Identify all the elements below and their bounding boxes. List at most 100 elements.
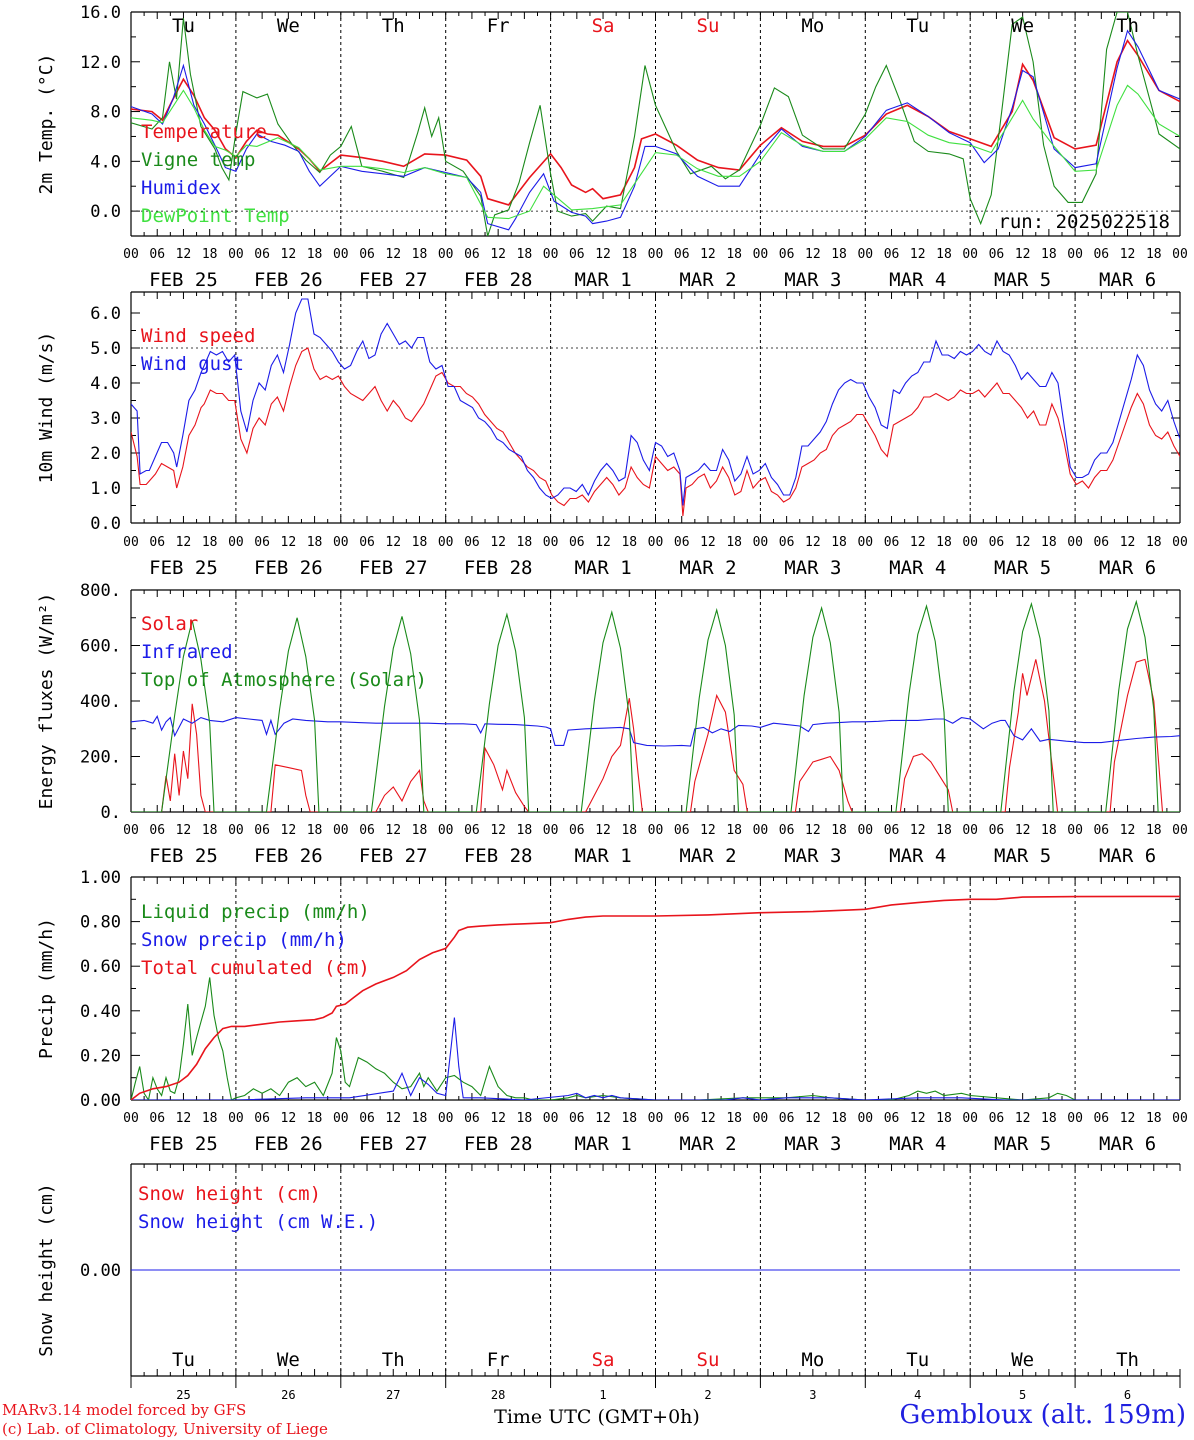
x-hour-label: 12 [281,1111,297,1126]
y-tick-label: 0.0 [90,514,121,534]
x-hour-label: 00 [1067,247,1083,262]
x-hour-label: 18 [412,1111,428,1126]
x-hour-label: 06 [779,535,795,550]
x-hour-label: 00 [1172,823,1188,838]
y-tick-label: 0.20 [80,1046,121,1066]
series-line [131,895,1180,1100]
x-hour-label: 12 [595,247,611,262]
legend-entry: Humidex [141,177,221,199]
x-axis-title: Time UTC (GMT+0h) [494,1406,700,1428]
x-hour-label: 12 [700,1111,716,1126]
x-hour-label: 06 [464,1111,480,1126]
x-hour-label: 18 [517,535,533,550]
x-hour-label: 06 [989,247,1005,262]
x-date-label: FEB 25 [149,269,218,291]
x-date-label: FEB 25 [149,1133,218,1155]
x-hour-label: 18 [202,1111,218,1126]
x-hour-label: 12 [805,823,821,838]
x-date-label: FEB 27 [359,269,428,291]
x-date-label: MAR 6 [1099,845,1156,867]
series-line [131,347,1180,517]
legend-entry: Liquid precip (mm/h) [141,901,370,923]
x-hour-label: 00 [857,535,873,550]
x-hour-label: 00 [648,247,664,262]
x-hour-label: 18 [936,535,952,550]
x-hour-label: 12 [805,247,821,262]
day-number-label: 25 [176,1388,190,1400]
x-hour-label: 00 [857,247,873,262]
series-line [131,1017,1180,1100]
x-hour-label: 12 [595,823,611,838]
x-date-label: FEB 25 [149,845,218,867]
x-hour-label: 00 [1172,1111,1188,1126]
series-line [131,84,1180,220]
y-axis-label: Energy fluxes (W/m²) [36,593,57,810]
x-hour-label: 00 [1172,535,1188,550]
y-tick-label: 16.0 [80,3,121,23]
day-name-label: Su [697,1349,720,1371]
y-tick-label: 0.60 [80,957,121,977]
y-tick-label: 8.0 [90,103,121,123]
x-hour-label: 18 [307,535,323,550]
y-axis-label: Precip (mm/h) [36,918,57,1059]
x-date-label: MAR 2 [679,1133,736,1155]
x-hour-label: 18 [936,1111,952,1126]
day-number-label: 3 [809,1388,816,1400]
legend-entry: Wind gust [141,353,244,375]
x-hour-label: 06 [254,247,270,262]
panel-temperature: 16.0 12.0 8.0 4.0 0.0 2m Temp. (°C) Temperatur… [36,3,1188,291]
run-annotation: run: 2025022518 [998,211,1170,233]
x-date-label: FEB 28 [464,1133,533,1155]
x-hour-label: 00 [438,823,454,838]
x-hour-label: 12 [910,823,926,838]
x-hour-label: 12 [385,247,401,262]
y-tick-label: 0.00 [80,1261,121,1281]
y-tick-label: 12.0 [80,53,121,73]
x-hour-label: 18 [1041,823,1057,838]
series-line [131,12,1180,236]
x-hour-label: 18 [726,247,742,262]
day-name-label: We [277,15,300,37]
x-hour-label: 18 [412,535,428,550]
x-hour-label: 06 [254,823,270,838]
x-hour-label: 00 [962,823,978,838]
x-hour-label: 18 [726,1111,742,1126]
x-hour-label: 12 [385,823,401,838]
x-date-label: FEB 28 [464,557,533,579]
x-hour-label: 00 [543,247,559,262]
x-date-label: MAR 4 [889,1133,946,1155]
x-date-label: MAR 5 [994,845,1051,867]
x-hour-label: 06 [149,1111,165,1126]
x-date-label: FEB 28 [464,845,533,867]
x-hour-label: 06 [464,823,480,838]
x-hour-label: 18 [412,247,428,262]
model-credits: MARv3.14 model forced by GFS (c) Lab. of… [2,1401,328,1439]
day-name-label: Th [1116,15,1139,37]
x-hour-label: 06 [149,247,165,262]
y-tick-label: 2.0 [90,444,121,464]
x-hour-label: 00 [228,823,244,838]
x-hour-label: 12 [490,1111,506,1126]
x-hour-label: 12 [910,535,926,550]
x-hour-label: 00 [438,535,454,550]
x-date-label: FEB 26 [254,845,323,867]
x-hour-label: 06 [569,247,585,262]
lab-credit-line: (c) Lab. of Climatology, University of L… [2,1420,328,1438]
x-hour-label: 12 [910,1111,926,1126]
x-hour-label: 06 [884,1111,900,1126]
panel-snow: 0.00 Snow height (cm) Snow height (cm) Snow… [36,1163,1181,1400]
meteogram-chart: 16.012.08.04.00.02m Temp. (°C) Temperatur… [36,3,1188,1400]
x-hour-label: 12 [176,247,192,262]
x-hour-label: 06 [359,247,375,262]
x-hour-label: 12 [1015,823,1031,838]
x-date-label: MAR 1 [574,845,631,867]
x-hour-label: 00 [1067,823,1083,838]
x-hour-label: 12 [700,247,716,262]
x-hour-label: 06 [674,247,690,262]
x-hour-label: 18 [1041,1111,1057,1126]
x-hour-label: 06 [359,823,375,838]
x-hour-label: 18 [307,1111,323,1126]
x-hour-label: 06 [464,247,480,262]
x-hour-label: 00 [1067,535,1083,550]
x-hour-label: 12 [1120,1111,1136,1126]
